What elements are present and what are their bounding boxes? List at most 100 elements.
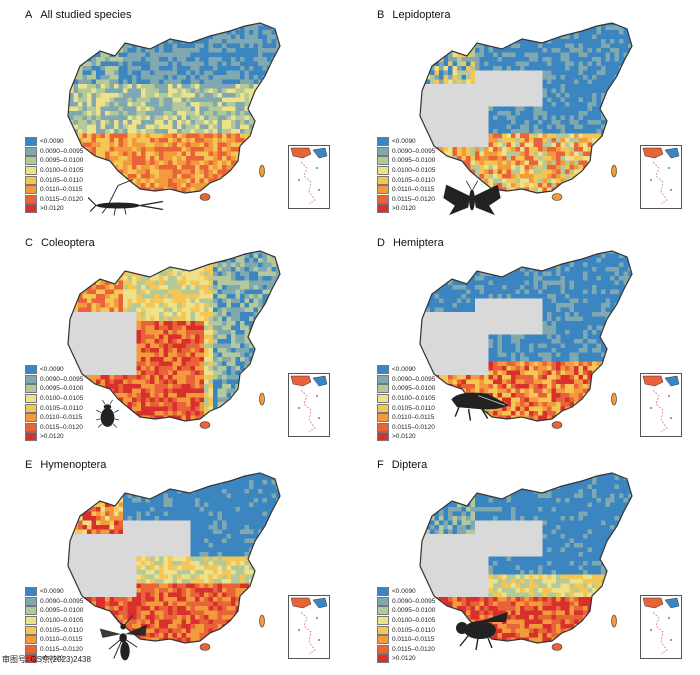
legend-item: <0.0090 (25, 587, 83, 597)
legend-label: 0.0105–0.0110 (392, 626, 435, 634)
inset-map (642, 147, 680, 205)
color-legend: <0.0090 0.0090–0.0095 0.0095–0.0100 0.0100–… (377, 137, 435, 214)
legend-label: 0.0090–0.0095 (40, 597, 84, 605)
panel-title: B Lepidoptera (377, 9, 450, 21)
legend-swatch (25, 394, 37, 404)
legend-label: <0.0090 (392, 138, 416, 146)
panel-title: F Diptera (377, 459, 427, 471)
legend-swatch (377, 654, 389, 664)
legend-swatch (25, 384, 37, 394)
legend-label: 0.0090–0.0095 (392, 147, 436, 155)
legend-label: <0.0090 (392, 366, 416, 374)
legend-label: 0.0100–0.0105 (392, 167, 436, 175)
legend-item: 0.0100–0.0105 (377, 166, 435, 176)
legend-swatch (25, 137, 37, 147)
legend-label: >0.0120 (40, 655, 64, 663)
color-legend: <0.0090 0.0090–0.0095 0.0095–0.0100 0.0100–… (25, 365, 83, 442)
legend-label: <0.0090 (40, 366, 64, 374)
legend-item: 0.0090–0.0095 (377, 596, 435, 607)
panel-letter: A (25, 9, 33, 21)
legend-swatch (25, 204, 37, 214)
legend-swatch (25, 403, 37, 413)
legend-swatch (377, 175, 389, 185)
hainan-island (199, 421, 211, 429)
hainan-island (199, 193, 211, 201)
legend-item: <0.0090 (377, 587, 435, 597)
legend-item: 0.0100–0.0105 (25, 394, 83, 404)
china-grid-map (419, 250, 633, 429)
color-legend: <0.0090 0.0090–0.0095 0.0095–0.0100 0.0100–… (25, 137, 83, 214)
south-china-sea-inset (288, 145, 330, 209)
legend-label: <0.0090 (392, 588, 416, 596)
legend-item: 0.0105–0.0110 (25, 403, 83, 413)
legend-item: >0.0120 (25, 432, 83, 442)
panel-title: E Hymenoptera (25, 459, 106, 471)
legend-item: 0.0095–0.0100 (377, 606, 435, 616)
legend-swatch (25, 644, 37, 654)
panel-taxon-name: Lepidoptera (392, 9, 451, 21)
legend-item: 0.0110–0.0115 (377, 185, 435, 195)
panel-taxon-name: Diptera (391, 459, 428, 471)
legend-item: 0.0090–0.0095 (25, 596, 84, 607)
legend-item: >0.0120 (377, 654, 435, 664)
legend-item: <0.0090 (25, 365, 83, 375)
legend-swatch (377, 156, 389, 166)
taiwan-island (259, 614, 265, 628)
legend-item: 0.0110–0.0115 (25, 413, 83, 423)
taiwan-island (611, 164, 617, 178)
legend-item: 0.0095–0.0100 (25, 156, 83, 166)
taiwan-island (259, 392, 265, 406)
china-grid-map (67, 472, 281, 651)
legend-item: >0.0120 (25, 204, 83, 214)
legend-item: 0.0115–0.0120 (377, 644, 435, 655)
south-china-sea-inset (640, 595, 682, 659)
south-china-sea-inset (640, 145, 682, 209)
china-grid-map (67, 250, 281, 429)
panel-letter: F (377, 459, 384, 471)
legend-label: >0.0120 (40, 205, 64, 213)
legend-item: 0.0100–0.0105 (25, 616, 83, 626)
legend-swatch (377, 365, 389, 375)
legend-item: 0.0090–0.0095 (25, 374, 84, 385)
legend-label: 0.0105–0.0110 (40, 626, 83, 634)
legend-swatch (25, 146, 37, 156)
map-panel-e: E Hymenoptera <0.0090 0.0090–0.0095 0.0095–0… (0, 455, 340, 675)
legend-label: 0.0105–0.0110 (392, 176, 435, 184)
legend-label: 0.0100–0.0105 (40, 395, 84, 403)
map-panel-a: A All studied species <0.0090 0.0090–0.0095… (0, 5, 340, 225)
earwig-icon (87, 177, 168, 227)
hainan-island (551, 193, 563, 201)
panel-letter: C (25, 237, 33, 249)
south-china-sea-inset (288, 373, 330, 437)
legend-item: 0.0115–0.0120 (377, 422, 435, 433)
china-grid-map (419, 472, 633, 651)
legend-swatch (377, 194, 389, 204)
legend-swatch (377, 146, 389, 156)
legend-label: 0.0115–0.0120 (392, 423, 435, 431)
legend-label: 0.0110–0.0115 (392, 186, 435, 194)
legend-item: >0.0120 (25, 654, 83, 664)
legend-label: 0.0095–0.0100 (40, 607, 84, 615)
legend-swatch (377, 432, 389, 442)
legend-label: 0.0110–0.0115 (40, 186, 83, 194)
legend-item: 0.0115–0.0120 (25, 194, 83, 205)
legend-swatch (377, 137, 389, 147)
panel-letter: E (25, 459, 33, 471)
china-grid-map (419, 22, 633, 201)
legend-item: 0.0110–0.0115 (25, 185, 83, 195)
panel-letter: D (377, 237, 385, 249)
legend-swatch (25, 175, 37, 185)
legend-label: 0.0095–0.0100 (392, 607, 436, 615)
map-panel-c: C Coleoptera <0.0090 0.0090–0.0095 0.0095–0.… (0, 233, 340, 453)
legend-label: 0.0115–0.0120 (40, 195, 83, 203)
legend-item: <0.0090 (25, 137, 83, 147)
legend-label: 0.0090–0.0095 (40, 375, 84, 383)
legend-swatch (377, 403, 389, 413)
legend-swatch (25, 596, 37, 606)
legend-swatch (377, 384, 389, 394)
wasp-icon (95, 605, 155, 672)
legend-swatch (25, 625, 37, 635)
legend-swatch (377, 374, 389, 384)
legend-label: 0.0100–0.0105 (392, 617, 436, 625)
legend-swatch (377, 644, 389, 654)
